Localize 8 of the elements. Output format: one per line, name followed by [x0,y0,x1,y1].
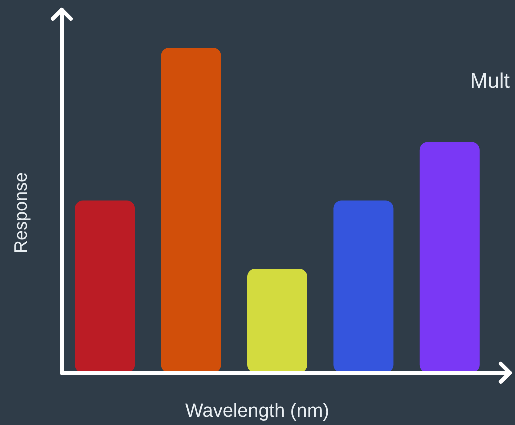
y-axis-title: Response [11,172,31,254]
bar [75,200,136,373]
bar [420,142,480,373]
bar [248,269,308,373]
text: Mult [470,70,510,93]
bar [161,48,222,373]
x-axis-title: Wavelength (nm) [186,401,330,422]
bar [334,200,394,373]
